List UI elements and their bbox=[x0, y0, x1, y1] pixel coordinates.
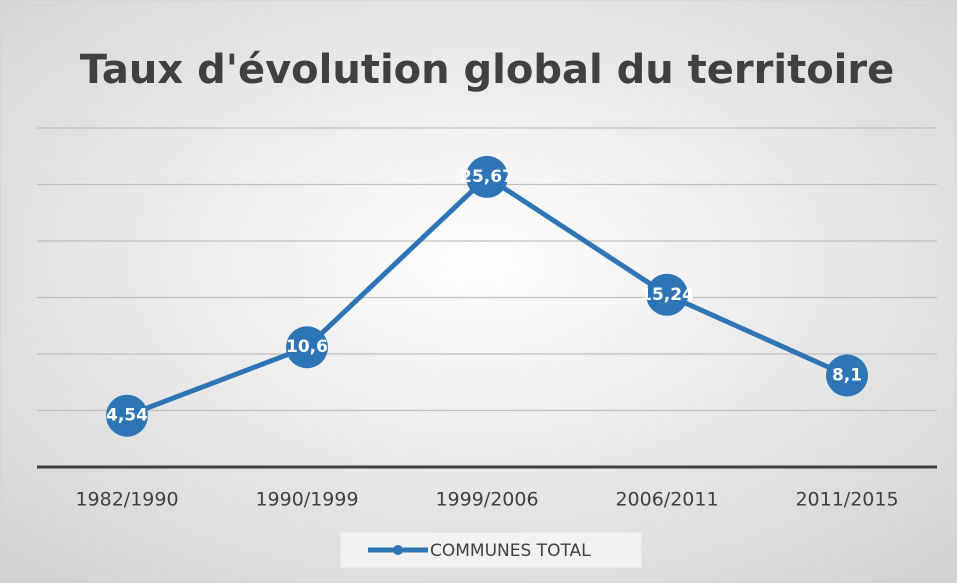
x-tick-label: 2011/2015 bbox=[795, 489, 898, 511]
data-label: 4,54 bbox=[106, 406, 148, 426]
data-label: 15,24 bbox=[640, 285, 694, 305]
chart-title: Taux d'évolution global du territoire bbox=[80, 47, 895, 93]
data-label: 10,6 bbox=[286, 337, 328, 357]
marker bbox=[106, 394, 148, 437]
x-tick-label: 1999/2006 bbox=[435, 489, 538, 511]
marker bbox=[286, 326, 328, 369]
marker bbox=[826, 354, 868, 397]
data-label: 25,67 bbox=[460, 167, 514, 187]
marker bbox=[466, 155, 508, 198]
x-tick-label: 1982/1990 bbox=[75, 489, 178, 511]
legend-label: COMMUNES TOTAL bbox=[430, 541, 591, 561]
x-tick-label: 1990/1999 bbox=[255, 489, 358, 511]
marker bbox=[646, 273, 688, 316]
data-label: 8,1 bbox=[832, 365, 862, 385]
legend-marker bbox=[393, 545, 403, 555]
x-tick-label: 2006/2011 bbox=[615, 489, 718, 511]
